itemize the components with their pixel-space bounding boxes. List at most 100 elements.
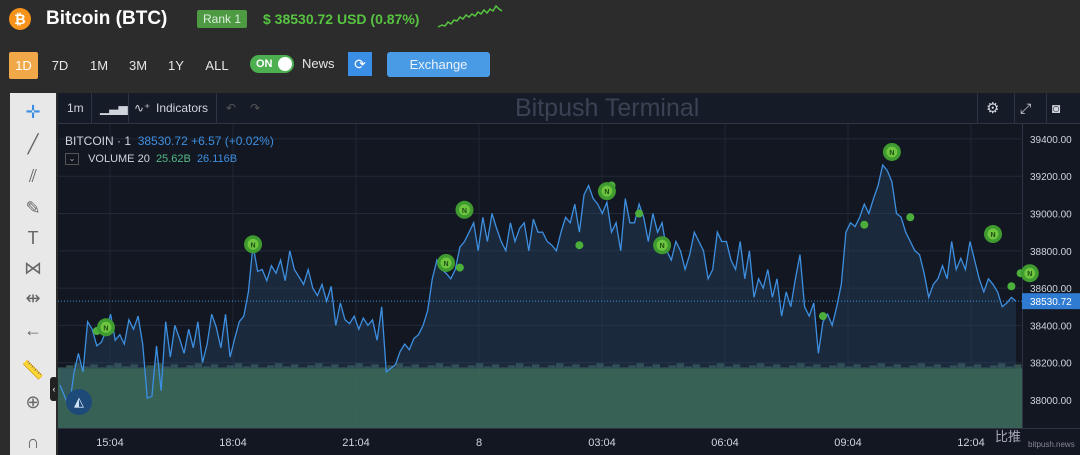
- range-7d-button[interactable]: 7D: [51, 58, 69, 73]
- news-marker-inner: [1024, 267, 1036, 279]
- range-3m-button[interactable]: 3M: [128, 58, 148, 73]
- brush-icon[interactable]: ✎: [25, 198, 41, 218]
- indicators-button[interactable]: Indicators: [156, 101, 209, 115]
- range-all-button[interactable]: ALL: [205, 58, 229, 73]
- time-axis[interactable]: [58, 428, 1080, 455]
- volume-legend: ⌄ VOLUME 20 25.62B 26.116B: [65, 153, 238, 166]
- volume-bar: [941, 367, 950, 369]
- news-dot: [1007, 282, 1016, 291]
- news-marker-inner: [100, 321, 112, 333]
- volume-bar: [467, 365, 476, 369]
- undo-icon[interactable]: ↶: [226, 101, 237, 115]
- interval-button[interactable]: 1m: [67, 101, 84, 115]
- volume-bar: [395, 363, 403, 369]
- range-1d-button[interactable]: 1D: [9, 52, 38, 79]
- volume-bar: [194, 363, 203, 369]
- back-arrow-icon[interactable]: ←: [24, 320, 42, 340]
- magnet-icon[interactable]: ∩: [26, 432, 40, 452]
- volume-bar: [556, 363, 564, 369]
- rank-badge: Rank 1: [197, 10, 248, 28]
- volume-bar: [869, 365, 877, 369]
- y-tick-label: 39000.00: [1030, 210, 1072, 221]
- volume-bar: [82, 366, 90, 369]
- volume-bar: [700, 367, 709, 369]
- ruler-icon[interactable]: 📏: [21, 360, 45, 380]
- text-icon[interactable]: T: [27, 228, 39, 248]
- volume-bar: [323, 366, 331, 369]
- collapse-chevron-icon[interactable]: ⌄: [65, 153, 79, 166]
- divider: [91, 93, 92, 124]
- volume-bar: [564, 366, 572, 369]
- toggle-label: ON: [256, 58, 273, 70]
- volume-bar: [435, 363, 444, 369]
- refresh-button[interactable]: ⟳: [348, 52, 372, 76]
- x-tick-label: 03:04: [588, 437, 616, 449]
- volume-bar: [419, 367, 428, 369]
- collapse-toolbar-handle[interactable]: ‹: [50, 377, 58, 401]
- legend-symbol: BITCOIN · 1: [65, 134, 132, 148]
- sparkline-chart: [437, 4, 503, 28]
- x-tick-label: 21:04: [342, 437, 370, 449]
- volume-bar: [845, 366, 853, 369]
- range-1m-button[interactable]: 1M: [89, 58, 109, 73]
- news-toggle[interactable]: ON: [250, 55, 294, 73]
- volume-bar: [122, 366, 130, 369]
- x-tick-label: 18:04: [219, 437, 247, 449]
- camera-icon[interactable]: ◙: [1052, 100, 1061, 116]
- volume-bar: [925, 366, 934, 369]
- settings-gear-icon[interactable]: ⚙: [986, 100, 1000, 117]
- volume-bar: [660, 367, 669, 369]
- news-marker-label: N: [444, 261, 449, 268]
- volume-bar: [299, 367, 307, 369]
- volume-bar: [885, 366, 893, 369]
- volume-bar: [483, 366, 492, 369]
- legend-change: +6.57 (+0.02%): [191, 134, 274, 148]
- indicators-icon[interactable]: ∿⁺: [134, 101, 151, 115]
- volume-bar: [371, 364, 379, 369]
- news-marker-inner: [440, 257, 452, 269]
- news-marker-label: N: [103, 325, 108, 332]
- news-marker-inner: [458, 204, 470, 216]
- volume-bar: [274, 363, 283, 369]
- volume-bar: [266, 365, 275, 369]
- redo-icon[interactable]: ↷: [250, 101, 261, 115]
- x-tick-label: 8: [476, 437, 482, 449]
- volume-bar: [355, 363, 363, 369]
- x-tick-label: 15:04: [96, 437, 124, 449]
- zoom-in-icon[interactable]: ⊕: [25, 392, 41, 412]
- volume-bar: [443, 366, 452, 369]
- volume-bar: [620, 367, 628, 369]
- volume-bar: [644, 366, 652, 369]
- measure-lines-icon[interactable]: ⇹: [25, 288, 41, 308]
- y-tick-label: 38200.00: [1030, 359, 1072, 370]
- volume-bar: [789, 365, 797, 369]
- news-marker-label: N: [462, 208, 467, 215]
- volume-bar: [106, 365, 114, 369]
- volume-bar: [347, 365, 355, 369]
- volume-bar: [250, 364, 259, 369]
- chart-type-icon[interactable]: ▁▃▅: [100, 101, 128, 115]
- news-marker-inner: [656, 239, 668, 251]
- volume-bar: [684, 366, 693, 369]
- news-marker-inner: [247, 238, 259, 250]
- volume-bar: [997, 363, 1006, 369]
- volume-bar: [805, 366, 813, 369]
- volume-bar: [202, 366, 211, 369]
- exchange-button[interactable]: Exchange: [387, 52, 490, 77]
- y-tick-label: 38600.00: [1030, 284, 1072, 295]
- volume-bar: [258, 367, 267, 369]
- crosshair-icon[interactable]: ✛: [25, 102, 41, 122]
- news-marker-label: N: [251, 242, 256, 249]
- volume-bar: [901, 367, 910, 369]
- volume-bar: [676, 363, 685, 369]
- volume-bar: [652, 364, 660, 369]
- trend-line-icon[interactable]: ╱: [27, 134, 39, 154]
- pitchfork-icon[interactable]: ⫽: [28, 166, 38, 186]
- volume-bar: [210, 364, 219, 369]
- range-1y-button[interactable]: 1Y: [168, 58, 184, 73]
- fullscreen-icon[interactable]: ⤢: [1020, 100, 1032, 116]
- price-area: [60, 165, 1016, 408]
- pattern-icon[interactable]: ⋈: [24, 258, 42, 278]
- volume-value-2: 26.116B: [196, 153, 238, 165]
